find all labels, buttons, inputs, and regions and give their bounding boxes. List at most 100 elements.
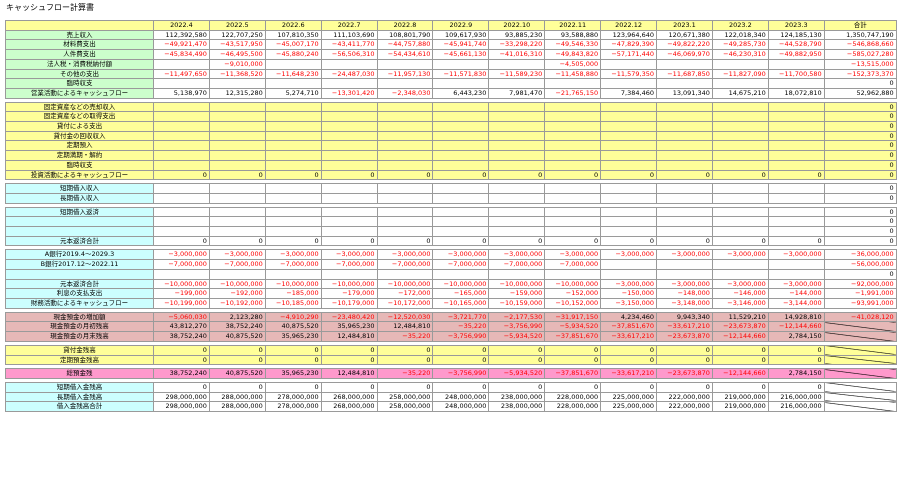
value-cell[interactable] [711, 121, 769, 132]
value-cell[interactable]: 0 [320, 169, 378, 181]
value-cell[interactable]: −23,480,420 [320, 311, 378, 323]
value-cell[interactable] [376, 111, 434, 123]
row-label-cell[interactable]: 営業活動によるキャッシュフロー [5, 87, 154, 99]
value-cell[interactable]: −3,000,000 [767, 249, 825, 261]
value-cell[interactable] [208, 78, 266, 89]
value-cell[interactable] [711, 192, 769, 204]
value-cell[interactable] [153, 150, 210, 161]
value-cell[interactable] [264, 192, 322, 204]
row-total-cell[interactable]: 0 [823, 130, 897, 142]
value-cell[interactable]: −7,000,000 [320, 259, 378, 270]
value-cell[interactable] [600, 259, 658, 270]
value-cell[interactable]: −45,880,240 [264, 49, 322, 60]
value-cell[interactable]: 108,801,790 [376, 29, 434, 41]
value-cell[interactable] [208, 206, 266, 218]
value-cell[interactable]: −172,000 [376, 288, 434, 299]
row-total-cell[interactable]: −13,515,000 [823, 58, 897, 70]
value-cell[interactable]: −3,756,990 [488, 321, 546, 333]
row-label-cell[interactable]: 元本返済合計 [5, 235, 154, 247]
month-header-cell[interactable]: 2022.9 [432, 20, 490, 31]
value-cell[interactable] [264, 121, 322, 132]
value-cell[interactable] [432, 130, 490, 142]
value-cell[interactable]: 0 [544, 235, 602, 247]
value-cell[interactable]: −49,285,730 [711, 39, 769, 51]
value-cell[interactable]: −11,368,520 [208, 68, 266, 80]
value-cell[interactable]: −3,000,000 [600, 249, 658, 261]
value-cell[interactable] [376, 78, 434, 89]
value-cell[interactable]: −49,546,330 [544, 39, 602, 51]
value-cell[interactable]: 0 [376, 344, 434, 356]
value-cell[interactable]: 0 [320, 344, 378, 356]
value-cell[interactable]: 111,103,690 [320, 29, 378, 41]
row-total-cell[interactable]: −585,027,280 [823, 49, 897, 60]
value-cell[interactable]: 4,234,460 [600, 311, 658, 323]
row-total-cell[interactable]: 0 [823, 226, 897, 237]
value-cell[interactable] [320, 130, 378, 142]
value-cell[interactable] [153, 159, 210, 171]
row-label-cell[interactable]: 固定資産などの売却収入 [5, 101, 154, 113]
value-cell[interactable]: 107,810,350 [264, 29, 322, 41]
row-label-cell[interactable]: 定期預入 [5, 140, 154, 152]
value-cell[interactable] [208, 101, 266, 113]
value-cell[interactable] [432, 159, 490, 171]
value-cell[interactable] [600, 268, 658, 280]
value-cell[interactable]: −31,917,150 [544, 311, 602, 323]
row-label-cell[interactable]: 利息の支払支出 [5, 288, 154, 299]
row-total-cell[interactable]: 0 [823, 111, 897, 123]
row-label-cell[interactable]: 定期満期・解約 [5, 150, 154, 161]
value-cell[interactable] [488, 78, 546, 89]
value-cell[interactable]: −5,934,520 [488, 368, 546, 379]
value-cell[interactable]: 0 [488, 354, 546, 366]
value-cell[interactable]: −3,000,000 [488, 249, 546, 261]
value-cell[interactable]: 0 [600, 169, 658, 181]
value-cell[interactable]: 298,000,000 [153, 401, 210, 413]
value-cell[interactable] [208, 268, 266, 280]
value-cell[interactable]: 222,000,000 [656, 391, 713, 403]
value-cell[interactable]: −7,000,000 [208, 259, 266, 270]
value-cell[interactable]: −10,000,000 [153, 278, 210, 290]
value-cell[interactable]: −7,000,000 [432, 259, 490, 270]
value-cell[interactable]: −3,000,000 [600, 278, 658, 290]
value-cell[interactable] [488, 206, 546, 218]
value-cell[interactable] [376, 226, 434, 237]
row-total-cell[interactable]: −93,991,000 [823, 297, 897, 309]
value-cell[interactable]: −199,000 [153, 288, 210, 299]
value-cell[interactable]: 0 [767, 235, 825, 247]
value-cell[interactable] [264, 159, 322, 171]
value-cell[interactable]: −7,000,000 [264, 259, 322, 270]
value-cell[interactable]: −23,673,870 [656, 331, 713, 342]
header-blank-cell[interactable] [5, 20, 154, 31]
value-cell[interactable]: −10,000,000 [264, 278, 322, 290]
value-cell[interactable]: −150,000 [600, 288, 658, 299]
value-cell[interactable] [153, 121, 210, 132]
value-cell[interactable] [376, 121, 434, 132]
value-cell[interactable] [656, 101, 713, 113]
value-cell[interactable] [153, 78, 210, 89]
value-cell[interactable] [600, 101, 658, 113]
value-cell[interactable]: −11,571,830 [432, 68, 490, 80]
value-cell[interactable]: 219,000,000 [711, 401, 769, 413]
value-cell[interactable] [656, 206, 713, 218]
value-cell[interactable]: 0 [767, 344, 825, 356]
value-cell[interactable]: 216,000,000 [767, 391, 825, 403]
value-cell[interactable] [153, 268, 210, 280]
value-cell[interactable]: −3,146,000 [711, 297, 769, 309]
value-cell[interactable]: 0 [432, 354, 490, 366]
row-label-cell[interactable] [5, 216, 154, 228]
value-cell[interactable] [376, 150, 434, 161]
value-cell[interactable]: −12,144,660 [767, 321, 825, 333]
value-cell[interactable]: 0 [656, 344, 713, 356]
row-total-cell[interactable]: 0 [823, 150, 897, 161]
value-cell[interactable] [432, 121, 490, 132]
value-cell[interactable]: 0 [600, 354, 658, 366]
value-cell[interactable]: −54,434,610 [376, 49, 434, 60]
value-cell[interactable]: −3,000,000 [656, 249, 713, 261]
value-cell[interactable]: 40,875,520 [208, 368, 266, 379]
value-cell[interactable] [656, 159, 713, 171]
value-cell[interactable]: 13,091,340 [656, 87, 713, 99]
value-cell[interactable] [656, 150, 713, 161]
value-cell[interactable] [656, 226, 713, 237]
value-cell[interactable]: −43,517,950 [208, 39, 266, 51]
value-cell[interactable] [600, 150, 658, 161]
value-cell[interactable] [376, 101, 434, 113]
